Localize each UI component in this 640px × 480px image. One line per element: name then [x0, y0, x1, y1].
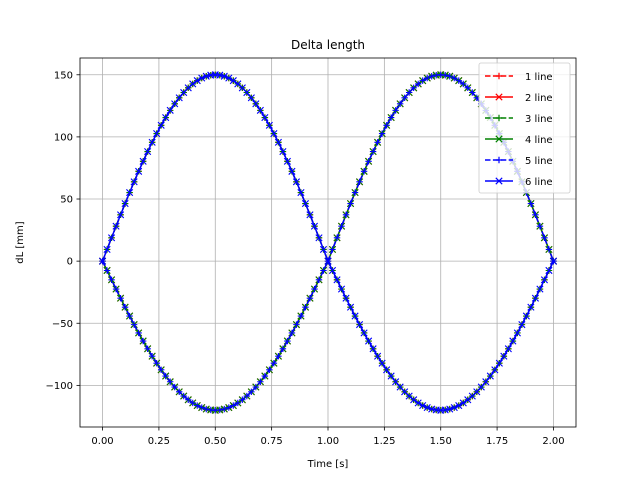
legend-label: 4 line	[525, 135, 553, 146]
legend-entry: 1 line	[485, 72, 553, 83]
y-tick-label: 50	[60, 195, 73, 206]
y-axis-label: dL [mm]	[15, 221, 26, 263]
legend-label: 1 line	[525, 72, 553, 83]
y-tick-label: 100	[54, 132, 73, 143]
y-tick-label: 0	[67, 257, 73, 268]
y-tick-label: −50	[52, 319, 73, 330]
legend-entry: 6 line	[485, 177, 553, 188]
legend-entry: 3 line	[485, 114, 553, 125]
x-tick-label: 1.75	[486, 436, 508, 447]
x-tick-label: 1.25	[373, 436, 395, 447]
legend-entry: 4 line	[485, 135, 553, 146]
x-tick-label: 0.25	[148, 436, 170, 447]
chart-title: Delta length	[291, 38, 365, 52]
legend: 1 line 2 line 3 line 4 line 5 line 6 line	[478, 62, 571, 194]
legend-label: 5 line	[525, 156, 553, 167]
legend-marker	[495, 93, 503, 101]
series-6	[98, 71, 558, 414]
legend-entry: 5 line	[485, 156, 553, 167]
y-tick-label: −100	[46, 381, 73, 392]
series-markers	[98, 71, 558, 414]
legend-marker	[495, 156, 503, 164]
x-tick-label: 1.00	[317, 436, 339, 447]
x-tick-label: 0.00	[91, 436, 113, 447]
legend-label: 2 line	[525, 93, 553, 104]
x-axis-label: Time [s]	[307, 459, 349, 470]
legend-label: 6 line	[525, 177, 553, 188]
legend-entry: 2 line	[485, 93, 553, 104]
legend-marker	[495, 135, 503, 143]
legend-label: 3 line	[525, 114, 553, 125]
legend-marker	[495, 177, 503, 185]
x-tick-label: 0.50	[204, 436, 226, 447]
x-tick-label: 1.50	[430, 436, 452, 447]
y-axis-ticks: −100 −50 0 50 100 150	[46, 70, 80, 392]
x-axis-ticks: 0.00 0.25 0.50 0.75 1.00 1.25 1.50 1.75 2.00	[91, 427, 565, 447]
legend-marker	[495, 114, 503, 122]
y-tick-label: 150	[54, 70, 73, 81]
x-tick-label: 0.75	[261, 436, 283, 447]
legend-marker	[495, 72, 503, 80]
x-tick-label: 2.00	[542, 436, 564, 447]
